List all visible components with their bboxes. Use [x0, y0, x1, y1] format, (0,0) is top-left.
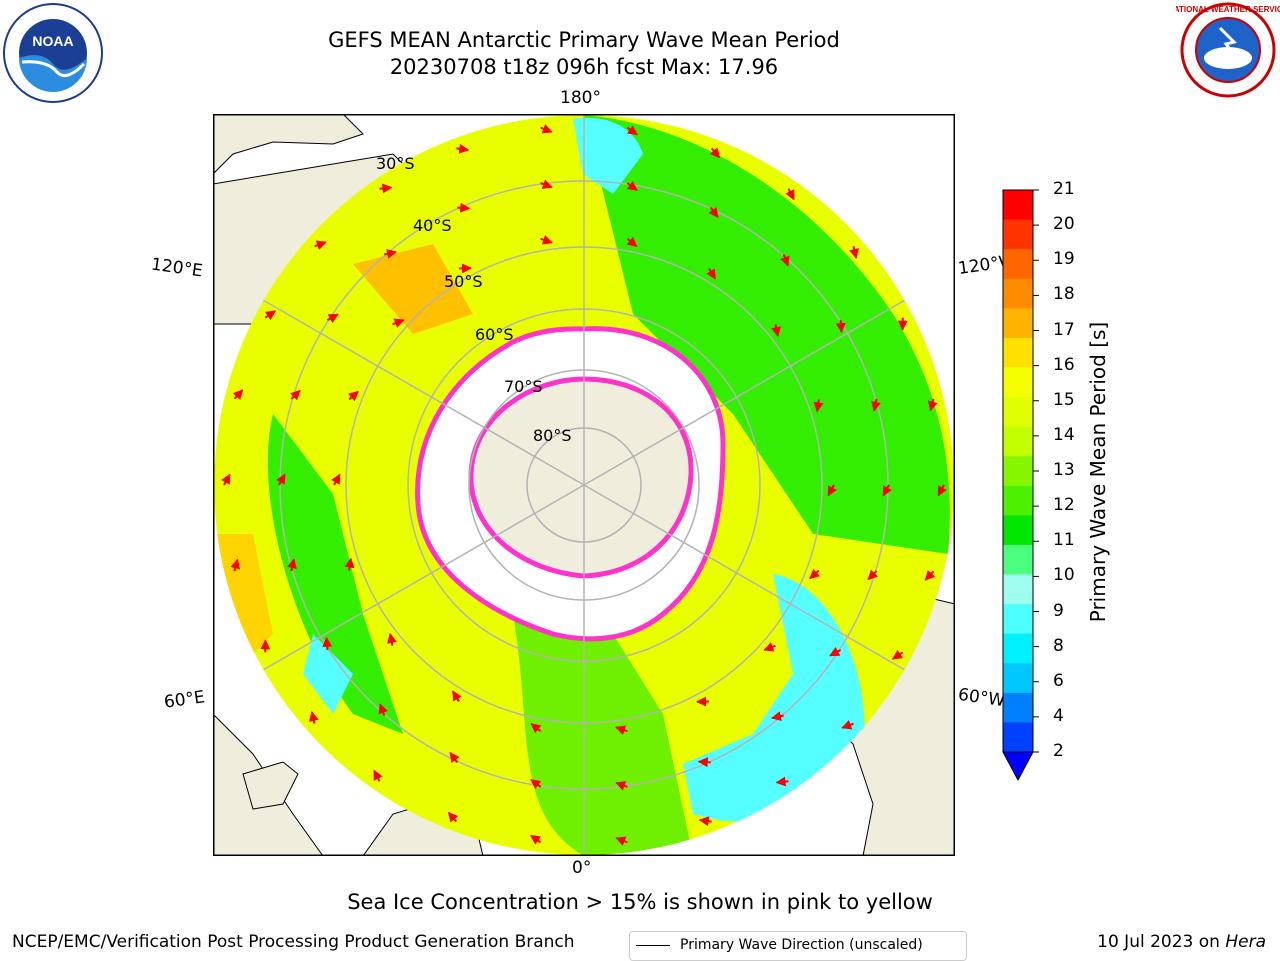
legend-label: Primary Wave Direction (unscaled) — [680, 937, 923, 953]
colorbar-tick-label: 4 — [1053, 708, 1064, 725]
colorbar-band — [1003, 427, 1033, 457]
colorbar-band — [1003, 545, 1033, 575]
colorbar-tick-label: 12 — [1053, 497, 1075, 514]
colorbar-band — [1003, 338, 1033, 368]
lat-label-60s: 60°S — [475, 325, 514, 344]
nws-logo: NATIONAL WEATHER SERVICE — [1176, 0, 1280, 104]
colorbar-tick-label: 18 — [1053, 286, 1075, 303]
map-panel: 30°S 40°S 50°S 60°S 70°S 80°S Primary Wa… — [213, 114, 955, 856]
colorbar-band — [1003, 604, 1033, 634]
footer-host: Hera — [1225, 932, 1266, 952]
svg-text:NOAA: NOAA — [32, 33, 73, 49]
legend-line-sample — [636, 945, 670, 946]
colorbar-band — [1003, 308, 1033, 338]
colorbar-band — [1003, 634, 1033, 664]
wave-arrow — [379, 187, 391, 188]
colorbar-tick-label: 8 — [1053, 638, 1064, 655]
colorbar-band — [1003, 190, 1033, 220]
footer-producer: NCEP/EMC/Verification Post Processing Pr… — [12, 932, 575, 952]
wave-arrow — [327, 638, 328, 650]
svg-text:NATIONAL WEATHER SERVICE: NATIONAL WEATHER SERVICE — [1176, 5, 1280, 14]
sea-ice-note: Sea Ice Concentration > 15% is shown in … — [0, 890, 1280, 914]
footer-date-text: 10 Jul 2023 on — [1097, 932, 1225, 952]
colorbar-band — [1003, 663, 1033, 693]
wave-arrow — [699, 762, 711, 763]
colorbar-tick-label: 21 — [1053, 181, 1075, 198]
lon-label-0: 0° — [572, 858, 591, 878]
colorbar-tick-label: 14 — [1053, 427, 1075, 444]
colorbar-band — [1003, 249, 1033, 279]
lon-label-180: 180° — [560, 88, 601, 108]
wave-arrow — [841, 320, 842, 332]
colorbar-tick-label: 9 — [1053, 603, 1064, 620]
colorbar-tick-label: 15 — [1053, 392, 1075, 409]
colorbar-band — [1003, 367, 1033, 397]
colorbar-band — [1003, 220, 1033, 250]
colorbar-band — [1003, 456, 1033, 486]
colorbar-band — [1003, 279, 1033, 309]
colorbar-band — [1003, 486, 1033, 516]
chart-title: GEFS MEAN Antarctic Primary Wave Mean Pe… — [184, 27, 984, 54]
colorbar-band — [1003, 575, 1033, 605]
lon-label-120e: 120°E — [150, 254, 204, 281]
colorbar-band — [1003, 397, 1033, 427]
colorbar-extend-triangle — [1003, 752, 1033, 780]
map-legend: Primary Wave Direction (unscaled) — [629, 931, 967, 961]
colorbar-tick-label: 19 — [1053, 251, 1075, 268]
colorbar-tick-label: 20 — [1053, 216, 1075, 233]
wave-arrow — [457, 208, 469, 209]
colorbar-label: Primary Wave Mean Period [s] — [1086, 322, 1110, 623]
colorbar-tick-label: 11 — [1053, 532, 1075, 549]
colorbar-tick-label: 13 — [1053, 462, 1075, 479]
lat-label-50s: 50°S — [444, 272, 483, 291]
chart-subtitle: 20230708 t18z 096h fcst Max: 17.96 — [184, 54, 984, 81]
colorbar-tick-label: 6 — [1053, 673, 1064, 690]
polar-map: 30°S 40°S 50°S 60°S 70°S 80°S — [213, 114, 955, 856]
colorbar-tick-label: 10 — [1053, 567, 1075, 584]
lat-label-80s: 80°S — [533, 426, 572, 445]
colorbar-band — [1003, 693, 1033, 723]
lat-label-70s: 70°S — [504, 377, 543, 396]
lon-label-60e: 60°E — [163, 687, 206, 712]
colorbar — [1000, 186, 1052, 786]
colorbar-band — [1003, 722, 1033, 752]
colorbar-band — [1003, 515, 1033, 545]
colorbar-tick-label: 16 — [1053, 357, 1075, 374]
colorbar-tick-label: 2 — [1053, 743, 1064, 760]
wave-arrow — [777, 781, 789, 782]
lat-label-30s: 30°S — [376, 154, 415, 173]
footer-date: 10 Jul 2023 on Hera — [1097, 932, 1266, 952]
noaa-logo: NOAA — [2, 2, 104, 108]
lon-label-60w: 60°W — [957, 685, 1006, 711]
lat-label-40s: 40°S — [413, 216, 452, 235]
colorbar-tick-label: 17 — [1053, 322, 1075, 339]
